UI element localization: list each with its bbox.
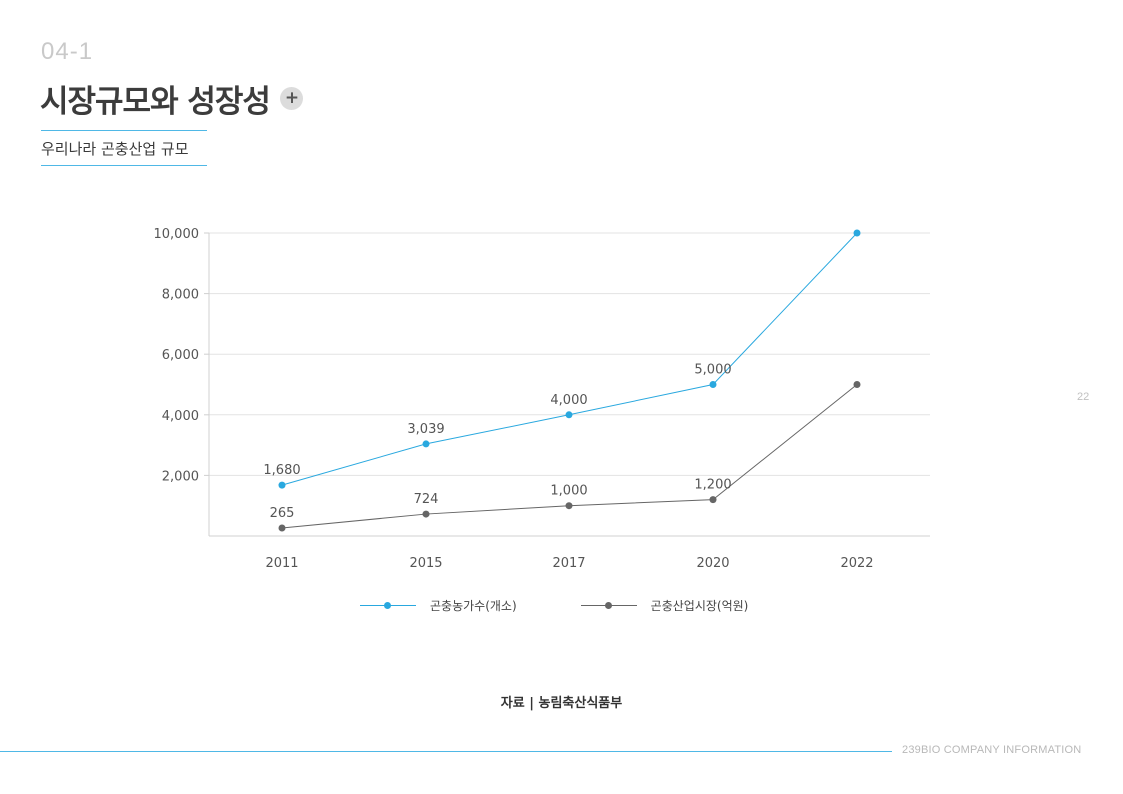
- x-tick-label: 2015: [409, 556, 442, 571]
- data-point: [709, 496, 717, 504]
- data-point: [565, 502, 573, 510]
- data-label: 724: [414, 492, 439, 507]
- data-point: [565, 411, 573, 419]
- legend-swatch-market: [580, 601, 637, 611]
- data-label: 265: [270, 506, 295, 521]
- data-point: [278, 481, 286, 489]
- data-label: 1,680: [263, 463, 300, 478]
- x-tick-label: 2011: [265, 556, 298, 571]
- plus-icon[interactable]: +: [279, 87, 303, 110]
- series-line: [281, 232, 858, 486]
- chart-subtitle-text: 우리나라 곤충산업 규모: [41, 139, 189, 158]
- x-tick-label: 2020: [696, 556, 729, 571]
- data-point: [422, 440, 430, 448]
- legend-label-farms: 곤충농가수(개소): [430, 599, 517, 613]
- legend-label-market: 곤충산업시장(억원): [650, 599, 749, 613]
- data-point: [278, 524, 286, 532]
- x-tick-label: 2017: [552, 556, 585, 571]
- data-point: [853, 381, 861, 388]
- y-tick-label: 6,000: [162, 348, 199, 363]
- y-tick-label: 2,000: [162, 469, 199, 484]
- data-label: 1,000: [550, 484, 587, 499]
- data-point: [422, 510, 430, 518]
- page-title: 시장규모와 성장성: [40, 84, 271, 120]
- page-title-row: 시장규모와 성장성 +: [40, 76, 303, 121]
- source-note: 자료 | 농림축산식품부: [500, 696, 623, 711]
- y-tick-label: 4,000: [162, 409, 199, 424]
- section-number: 04-1: [41, 38, 94, 65]
- data-label: 5,000: [694, 363, 731, 378]
- data-point: [709, 381, 717, 388]
- data-label: 1,200: [694, 478, 731, 493]
- y-tick-label: 8,000: [162, 288, 199, 303]
- data-label: 3,039: [407, 422, 444, 437]
- page-number: 22: [1077, 391, 1090, 403]
- data-point: [853, 229, 861, 237]
- data-label: 4,000: [550, 393, 587, 408]
- x-tick-label: 2022: [840, 556, 873, 571]
- chart-subtitle: 우리나라 곤충산업 규모: [41, 130, 207, 166]
- legend-item-farms[interactable]: 곤충농가수(개소): [360, 597, 517, 614]
- legend-swatch-farms: [360, 601, 416, 611]
- legend-item-market[interactable]: 곤충산업시장(억원): [580, 597, 749, 614]
- y-tick-label: 10,000: [154, 227, 200, 242]
- footer-divider: [0, 751, 892, 752]
- footer-company-info: 239BIO COMPANY INFORMATION: [902, 744, 1082, 756]
- chart-legend: 곤충농가수(개소) 곤충산업시장(억원): [360, 597, 812, 614]
